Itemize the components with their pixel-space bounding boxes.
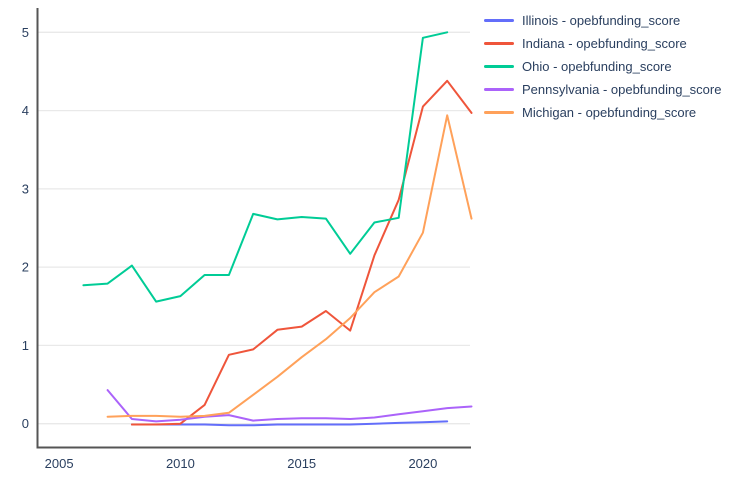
- legend-label-illinois: Illinois - opebfunding_score: [522, 13, 681, 28]
- series-line-illinois: [130, 420, 449, 427]
- series-line-ohio: [82, 31, 449, 303]
- y-tick-label-3: 3: [22, 181, 29, 196]
- x-tick-label-2015: 2015: [287, 456, 316, 471]
- legend-item-indiana[interactable]: Indiana - opebfunding_score: [484, 32, 721, 55]
- legend-label-ohio: Ohio - opebfunding_score: [522, 59, 672, 74]
- legend-swatch-indiana: [484, 42, 514, 45]
- x-tick-label-2020: 2020: [408, 456, 437, 471]
- chart-legend: Illinois - opebfunding_score Indiana - op…: [484, 9, 721, 124]
- legend-item-illinois[interactable]: Illinois - opebfunding_score: [484, 9, 721, 32]
- legend-item-ohio[interactable]: Ohio - opebfunding_score: [484, 55, 721, 78]
- legend-swatch-illinois: [484, 19, 514, 22]
- legend-swatch-michigan: [484, 111, 514, 114]
- legend-swatch-pennsylvania: [484, 88, 514, 91]
- x-tick-label-2005: 2005: [45, 456, 74, 471]
- y-tick-label-5: 5: [22, 25, 29, 40]
- legend-label-indiana: Indiana - opebfunding_score: [522, 36, 687, 51]
- legend-item-michigan[interactable]: Michigan - opebfunding_score: [484, 101, 721, 124]
- x-tick-label-2010: 2010: [166, 456, 195, 471]
- legend-swatch-ohio: [484, 65, 514, 68]
- series-line-indiana: [130, 79, 473, 426]
- series-line-michigan: [106, 114, 473, 418]
- legend-label-pennsylvania: Pennsylvania - opebfunding_score: [522, 82, 722, 97]
- legend-item-pennsylvania[interactable]: Pennsylvania - opebfunding_score: [484, 78, 721, 101]
- y-tick-label-4: 4: [22, 103, 29, 118]
- legend-label-michigan: Michigan - opebfunding_score: [522, 105, 697, 120]
- y-tick-label-2: 2: [22, 260, 29, 275]
- series-line-pennsylvania: [106, 389, 473, 423]
- y-tick-label-1: 1: [22, 338, 29, 353]
- y-tick-label-0: 0: [22, 416, 29, 431]
